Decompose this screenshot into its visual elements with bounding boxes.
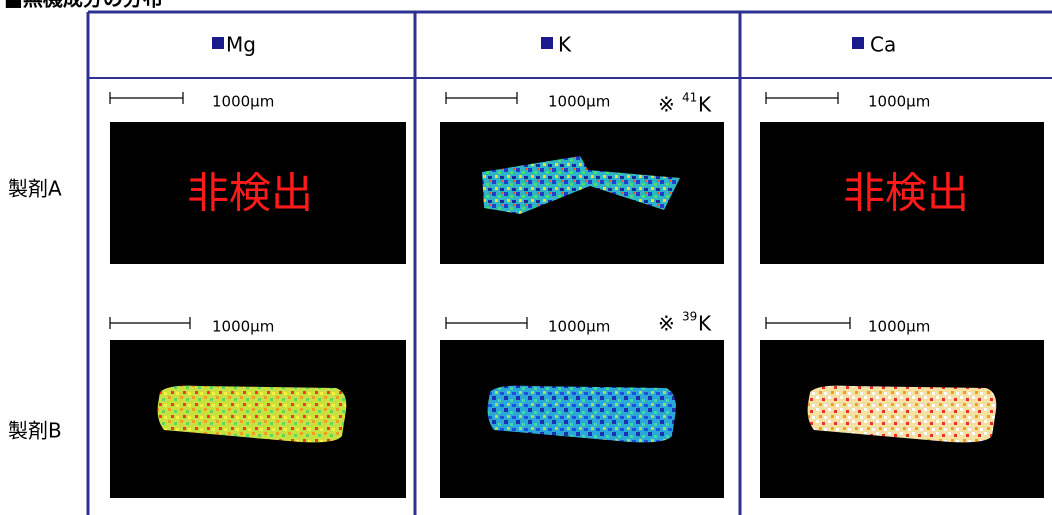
figure: ■無機成分の分布 Mg K Ca 製剤A 製剤B 非検出 非検出 (0, 0, 1052, 515)
marker (852, 37, 864, 49)
row-label: 製剤A (8, 177, 62, 201)
scale-label: 1000μm (868, 318, 930, 336)
scale-label: 1000μm (868, 93, 930, 111)
scale-label: 1000μm (548, 93, 610, 111)
page: ■無機成分の分布 Mg K Ca 製剤A 製剤B 非検出 非検出 (0, 0, 1052, 515)
isotope-element: K (698, 93, 712, 117)
scale-label: 1000μm (548, 318, 610, 336)
title: ■無機成分の分布 (4, 0, 163, 11)
column-header: K (558, 33, 572, 57)
scale-label: 1000μm (212, 93, 274, 111)
isotope-prefix: ※ (658, 312, 675, 336)
marker (541, 37, 553, 49)
isotope-mass: 41 (682, 91, 697, 105)
marker (212, 37, 224, 49)
row-label: 製剤B (8, 419, 62, 443)
column-header: Ca (870, 33, 896, 57)
not-detected: 非検出 (843, 169, 969, 218)
isotope-mass: 39 (682, 310, 697, 324)
isotope-prefix: ※ (658, 93, 675, 117)
isotope-element: K (698, 312, 712, 336)
image (440, 122, 724, 264)
column-header: Mg (226, 33, 256, 57)
scale-label: 1000μm (212, 318, 274, 336)
not-detected: 非検出 (187, 169, 313, 218)
